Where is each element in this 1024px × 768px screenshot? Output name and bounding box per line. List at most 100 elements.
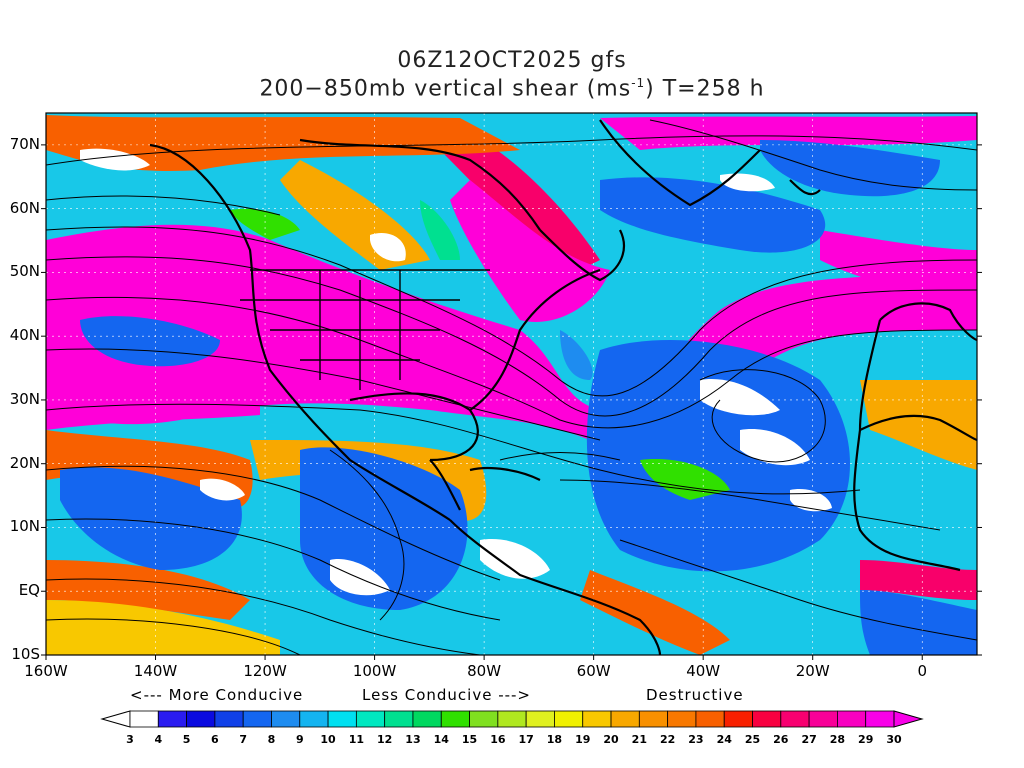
- colorbar-swatch: [865, 710, 895, 728]
- lon-label: 80W: [467, 662, 502, 680]
- colorbar-swatch: [384, 710, 414, 728]
- streamline: [699, 369, 826, 463]
- lon-label: 120W: [243, 662, 287, 680]
- colorbar-label: 4: [154, 733, 163, 746]
- map-frame: [45, 112, 978, 656]
- colorbar-label: 21: [631, 733, 647, 746]
- streamline: [46, 195, 281, 216]
- shear-region: [420, 200, 460, 260]
- colorbar-swatch: [129, 710, 159, 728]
- shear-region: [230, 208, 300, 240]
- streamline: [46, 578, 481, 655]
- colorbar-swatch: [667, 710, 697, 728]
- shear-region: [46, 115, 520, 171]
- legend-more-conducive: <--- More Conducive: [130, 686, 304, 704]
- colorbar-high-arrow: [893, 710, 924, 728]
- streamline: [46, 226, 977, 397]
- colorbar-label: 16: [490, 733, 506, 746]
- shear-region: [586, 340, 850, 572]
- colorbar-swatch: [214, 710, 244, 728]
- shear-region: [740, 429, 810, 466]
- colorbar-label: 30: [886, 733, 902, 746]
- shear-region: [330, 559, 390, 596]
- colorbar-label: 12: [377, 733, 393, 746]
- coastline: [449, 519, 662, 655]
- colorbar-label: 10: [320, 733, 336, 746]
- lat-label: EQ: [18, 581, 40, 600]
- lon-label: 160W: [24, 662, 68, 680]
- streamline: [329, 449, 405, 621]
- colorbar-swatch: [525, 710, 555, 728]
- colorbar-label: 22: [659, 733, 676, 746]
- legend-less-conducive: Less Conducive --->: [362, 686, 531, 704]
- shear-region: [46, 560, 250, 620]
- colorbar-label: 7: [239, 733, 247, 746]
- streamline: [559, 479, 941, 531]
- coastline: [879, 302, 977, 342]
- shear-region: [60, 467, 242, 570]
- colorbar-label: 15: [461, 733, 478, 746]
- shear-region: [600, 177, 826, 253]
- lat-label: 40N: [9, 326, 40, 345]
- lon-label: 40W: [686, 662, 721, 680]
- colorbar-swatch: [440, 710, 470, 728]
- colorbar-label: 19: [575, 733, 591, 746]
- colorbar-swatch: [157, 710, 187, 728]
- colorbar-swatch: [723, 710, 753, 728]
- colorbar-label: 20: [603, 733, 619, 746]
- coastline: [853, 319, 961, 572]
- streamline: [619, 539, 977, 641]
- colorbar-swatch: [469, 710, 499, 728]
- colorbar-label: 9: [295, 733, 304, 746]
- colorbar-label: 8: [267, 733, 276, 746]
- colorbar-swatch: [327, 710, 357, 728]
- shear-region: [450, 180, 610, 322]
- colorbar-swatch: [299, 710, 329, 728]
- colorbar-label: 5: [182, 733, 191, 746]
- colorbar-label: 29: [858, 733, 874, 746]
- coastline: [599, 119, 761, 207]
- colorbar-swatch: [554, 710, 584, 728]
- coastline: [859, 414, 977, 442]
- colorbar-label: 3: [126, 733, 134, 746]
- colorbar-swatch: [808, 710, 838, 728]
- shear-region: [46, 600, 280, 655]
- shear-region: [370, 232, 406, 262]
- lon-label: 100W: [352, 662, 397, 680]
- colorbar-swatch: [582, 710, 612, 728]
- lon-label: 140W: [133, 662, 178, 680]
- streamline: [499, 452, 621, 461]
- streamline: [46, 135, 977, 166]
- lat-label: 70N: [9, 134, 40, 153]
- colorbar-label: 14: [433, 733, 449, 746]
- lon-label: 60W: [576, 662, 611, 680]
- colorbar-label: 18: [546, 733, 563, 746]
- colorbar-swatch: [271, 710, 301, 728]
- colorbar-swatch: [355, 710, 386, 728]
- map-subtitle: 200−850mb vertical shear (ms-1) T=258 h: [259, 76, 765, 102]
- shear-region: [200, 478, 245, 501]
- shear-region: [80, 148, 150, 171]
- shear-region: [46, 224, 977, 444]
- streamline: [46, 296, 977, 429]
- colorbar-swatch: [186, 710, 216, 728]
- streamline: [46, 403, 861, 495]
- lon-label: 20W: [795, 662, 830, 680]
- colorbar-label: 24: [716, 733, 732, 746]
- map-title: 06Z12OCT2025 gfs: [397, 48, 627, 73]
- shear-region: [860, 380, 977, 470]
- colorbar-label: 11: [348, 733, 365, 746]
- colorbar-low-arrow: [100, 710, 131, 728]
- shear-region: [720, 173, 775, 192]
- lat-label: 50N: [9, 262, 40, 281]
- colorbar-label: 26: [773, 733, 789, 746]
- streamline: [46, 518, 501, 621]
- colorbar-swatch: [610, 710, 640, 728]
- colorbar-swatch: [412, 710, 442, 728]
- lat-label: 30N: [9, 389, 40, 408]
- shear-region: [860, 590, 977, 655]
- colorbar-swatch: [638, 710, 669, 728]
- streamline: [46, 618, 301, 655]
